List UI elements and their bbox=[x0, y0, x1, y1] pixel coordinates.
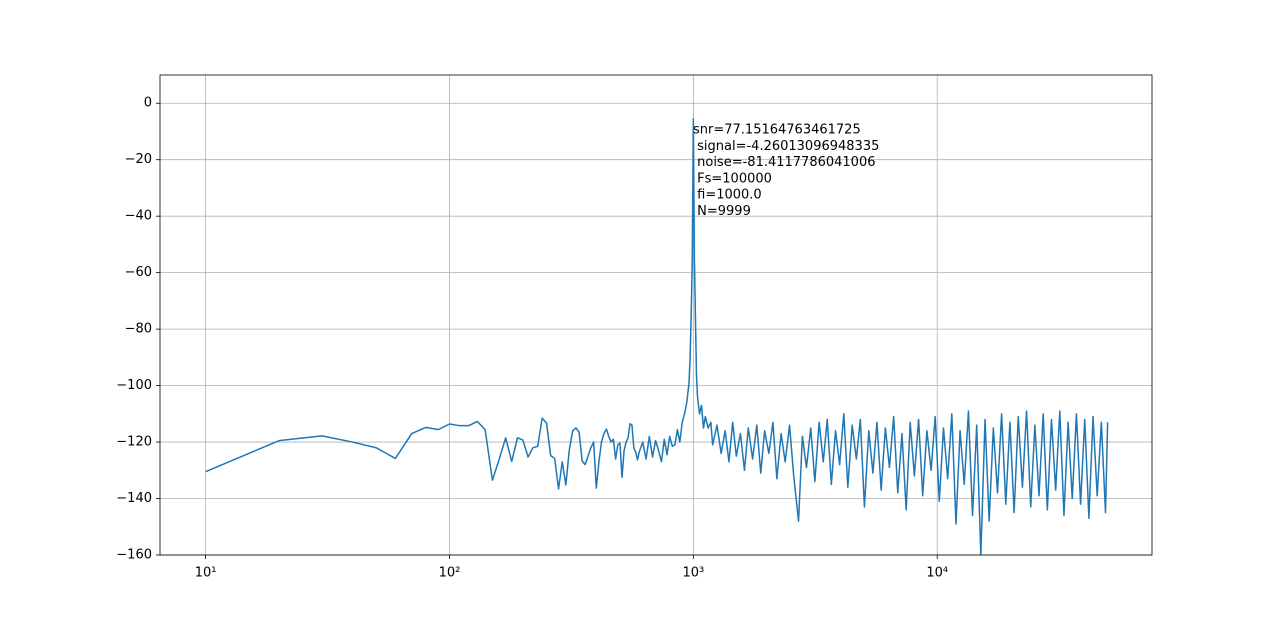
annotation-line: noise=-81.4117786041006 bbox=[693, 155, 876, 170]
y-tick-label: 0 bbox=[144, 96, 152, 111]
y-tick-label: −20 bbox=[125, 152, 152, 167]
annotation-line: Fs=100000 bbox=[693, 171, 772, 186]
x-tick-label: 10³ bbox=[682, 566, 704, 581]
axes-frame bbox=[159, 74, 1153, 556]
data-line bbox=[205, 118, 1109, 555]
annotation-line: snr=77.15164763461725 bbox=[693, 123, 861, 138]
y-tick-label: −140 bbox=[116, 491, 152, 506]
annotation-line: N=9999 bbox=[693, 204, 751, 219]
x-tick-label: 10¹ bbox=[195, 566, 217, 581]
y-tick-label: −60 bbox=[125, 265, 152, 280]
x-tick-label: 10⁴ bbox=[926, 566, 948, 581]
annotation-line: signal=-4.26013096948335 bbox=[693, 139, 879, 154]
annotation-line: fi=1000.0 bbox=[693, 188, 762, 203]
y-tick-label: −100 bbox=[116, 378, 152, 393]
y-tick-label: −80 bbox=[125, 322, 152, 337]
y-tick-label: −40 bbox=[125, 209, 152, 224]
x-tick-label: 10² bbox=[439, 566, 461, 581]
y-tick-label: −160 bbox=[116, 548, 152, 563]
y-tick-label: −120 bbox=[116, 435, 152, 450]
